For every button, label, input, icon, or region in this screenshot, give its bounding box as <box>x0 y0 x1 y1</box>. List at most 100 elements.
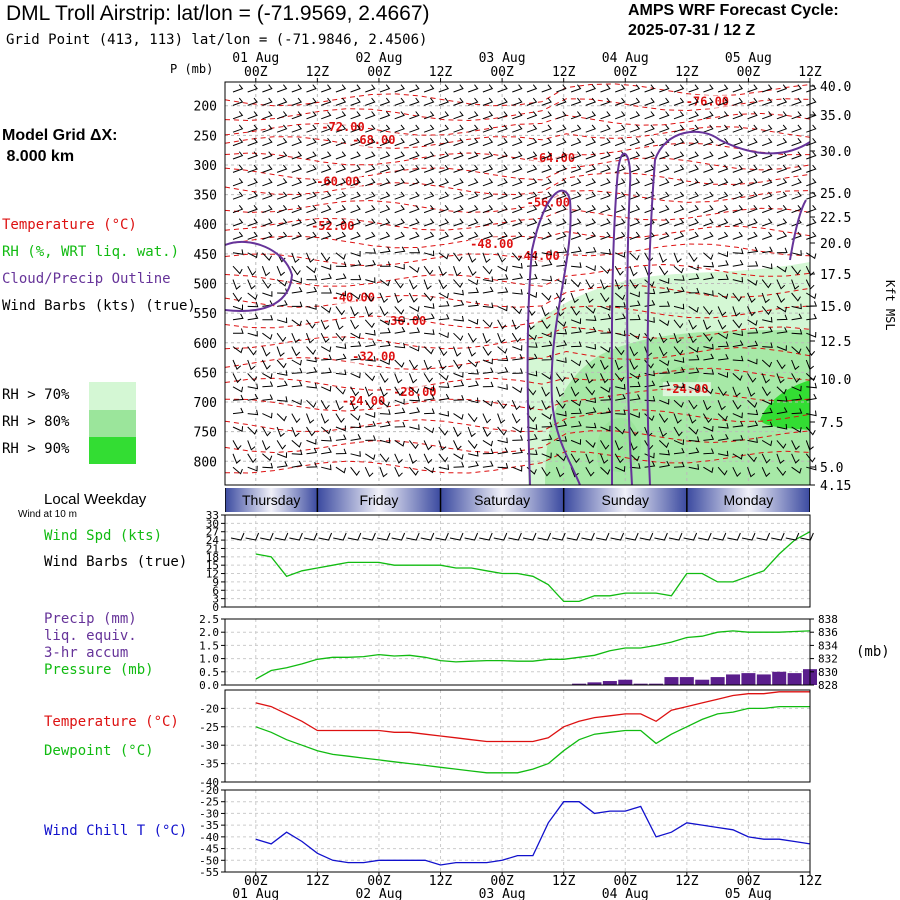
wind-barb <box>497 204 508 214</box>
wind-barb <box>350 274 362 281</box>
wind-barb <box>585 466 595 477</box>
wind-barb <box>262 381 274 388</box>
wind-barb <box>261 266 271 277</box>
wind-barb <box>467 346 477 357</box>
wind-barb <box>350 319 359 330</box>
wind-barb <box>717 137 729 147</box>
wind-barb <box>262 332 273 340</box>
wind-barb <box>747 204 758 214</box>
wind-barb <box>776 327 788 334</box>
wind-barb <box>673 275 685 281</box>
wind-barb <box>423 231 435 240</box>
pressure-tick-label: 700 <box>194 396 217 411</box>
wind-barb <box>585 315 597 321</box>
wind-barb <box>629 204 641 214</box>
wind-barb <box>614 359 623 371</box>
wind-barb <box>556 84 567 93</box>
wind-barb <box>276 97 288 106</box>
wind-barb <box>276 84 288 93</box>
kft-tick-label: 40.0 <box>820 80 851 95</box>
wind-barb <box>409 191 420 200</box>
wind-barb <box>482 346 492 356</box>
wind-barb <box>394 246 406 254</box>
wind-barb <box>703 353 715 361</box>
wind-barb <box>291 277 302 284</box>
wind-barb <box>658 413 669 423</box>
panel-tick-label: 3 <box>212 593 219 606</box>
wind-barb <box>526 252 538 259</box>
wind-barb <box>615 409 626 415</box>
wind-barb <box>453 137 464 147</box>
wind-barb <box>718 260 729 267</box>
wind-barb <box>232 204 244 214</box>
wind-barb <box>262 164 273 173</box>
wind-barb <box>659 301 671 307</box>
wind-barb <box>408 279 418 290</box>
wind-barb <box>335 178 347 187</box>
wind-barb <box>409 97 420 106</box>
wind-barb <box>379 97 391 106</box>
wind-barb <box>468 380 479 388</box>
wind-barb <box>306 84 317 93</box>
wind-barb <box>291 286 303 294</box>
weekday-label: Tuesday <box>845 492 898 508</box>
top-hour-label: 12Z <box>798 65 822 80</box>
wind-barb <box>438 464 450 471</box>
wind-barb <box>614 453 624 464</box>
wind-barb <box>570 318 582 325</box>
wind-barb <box>276 124 288 133</box>
wind-barb <box>600 279 609 290</box>
wind-barb <box>526 178 538 187</box>
surface-wind-barb <box>391 532 406 541</box>
wind-barb <box>673 461 685 468</box>
wind-barb <box>424 313 435 321</box>
top-date-label: 02 Aug <box>355 51 402 66</box>
wind-barb <box>776 218 788 227</box>
wind-barb <box>306 151 317 160</box>
wind-barb <box>350 178 361 187</box>
wind-barb <box>379 84 391 93</box>
wind-barb <box>438 440 447 451</box>
wind-barb <box>497 164 508 173</box>
wind-barb <box>556 247 568 254</box>
wind-barb <box>761 453 771 464</box>
wind-speed-line <box>255 531 811 603</box>
wind-barb <box>321 273 332 281</box>
wind-barb <box>350 306 359 317</box>
wind-barb <box>776 247 788 254</box>
wind-barb <box>306 124 317 133</box>
wind-barb <box>717 251 729 258</box>
wind-barb <box>718 353 729 361</box>
wind-barb <box>688 273 700 281</box>
legend-rh70-label: RH > 70% <box>2 387 70 403</box>
wind-barb <box>703 306 713 316</box>
wind-barb <box>644 111 655 120</box>
wind-barb <box>791 137 802 147</box>
wind-barb <box>776 97 788 106</box>
wind-barb <box>365 151 376 160</box>
wind-barb <box>423 466 435 474</box>
wind-barb <box>482 204 494 214</box>
kft-tick-label: 30.0 <box>820 145 851 160</box>
wind-barb <box>512 273 523 281</box>
wind-barb <box>335 386 346 395</box>
wind-barb <box>335 400 344 411</box>
wind-barb <box>732 306 741 317</box>
temperature-contour-label: -48.00 <box>470 237 513 251</box>
wind-barb <box>306 164 317 173</box>
wind-barb <box>453 426 462 437</box>
top-hour-label: 12Z <box>429 65 453 80</box>
wind-barb <box>468 460 479 468</box>
wind-barb <box>453 252 463 262</box>
wind-barb <box>291 97 303 106</box>
wind-barb <box>423 440 433 451</box>
panel-tick-label: 21 <box>206 542 219 555</box>
wind-barb <box>600 292 610 303</box>
wind-barb <box>688 137 699 147</box>
wind-barb <box>320 332 330 343</box>
wind-barb <box>453 413 464 420</box>
wind-barb <box>615 302 626 308</box>
surface-wind-barb <box>771 532 785 541</box>
wind-barb <box>526 204 538 214</box>
panel-tick-label: -55 <box>199 866 219 879</box>
